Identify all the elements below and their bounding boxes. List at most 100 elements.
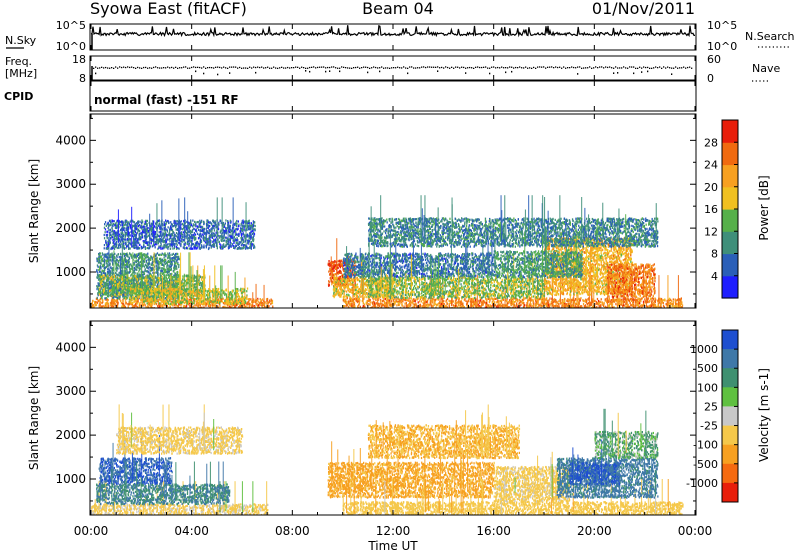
freq-point: [613, 68, 614, 69]
nave-point: [203, 73, 204, 75]
freq-point: [647, 67, 648, 68]
heatmap-cell: [140, 301, 141, 303]
heatmap-cell: [125, 261, 126, 263]
freq-point: [95, 67, 96, 68]
freq-point: [535, 68, 536, 69]
heatmap-cell: [156, 265, 157, 267]
freq-point: [285, 67, 286, 68]
freq-point: [687, 67, 688, 68]
heatmap-cell: [177, 259, 178, 261]
heatmap-cell: [97, 274, 98, 276]
heatmap-cell: [186, 279, 187, 281]
heatmap-cell: [125, 268, 126, 270]
heatmap-cell: [170, 260, 171, 262]
heatmap-cell: [108, 299, 109, 301]
freq-point: [533, 67, 534, 68]
freq-point: [581, 68, 582, 69]
freq-point: [517, 67, 518, 68]
freq-point: [499, 67, 500, 68]
heatmap-cell: [104, 306, 105, 308]
freq-point: [563, 66, 564, 67]
freq-point: [571, 66, 572, 67]
freq-point: [383, 68, 384, 69]
heatmap-cell: [110, 302, 111, 304]
heatmap-cell: [131, 257, 132, 259]
heatmap-cell: [250, 298, 251, 300]
heatmap-cell: [178, 258, 179, 260]
rti-plot-figure: Syowa East (fitACF) Beam 04 01/Nov/2011 …: [0, 0, 800, 554]
nave-point: [577, 73, 578, 75]
heatmap-cell: [105, 276, 106, 278]
heatmap-cell: [272, 306, 273, 308]
freq-point: [641, 68, 642, 69]
heatmap-cell: [261, 304, 262, 306]
heatmap-cell: [169, 252, 170, 254]
heatmap-cell: [110, 259, 111, 261]
nave-tick-top: 60: [707, 53, 721, 66]
freq-point: [233, 66, 234, 67]
freq-point: [437, 66, 438, 67]
heatmap-cell: [117, 297, 118, 299]
heatmap-cell: [116, 261, 117, 263]
heatmap-cell: [92, 300, 93, 302]
heatmap-cell: [175, 253, 176, 255]
freq-point: [141, 68, 142, 69]
heatmap-cell: [162, 267, 163, 269]
heatmap-cell: [104, 259, 105, 261]
freq-point: [261, 67, 262, 68]
freq-point: [387, 67, 388, 68]
heatmap-cell: [249, 303, 250, 305]
heatmap-cell: [171, 261, 172, 263]
heatmap-cell: [258, 301, 259, 303]
freq-point: [667, 67, 668, 68]
freq-point: [601, 66, 602, 67]
heatmap-cell: [239, 305, 240, 307]
freq-point: [625, 67, 626, 68]
freq-point: [143, 67, 144, 68]
freq-tick-bottom: 8: [79, 72, 86, 85]
heatmap-cell: [104, 266, 105, 268]
heatmap-cell: [106, 262, 107, 264]
freq-point: [225, 67, 226, 68]
freq-point: [573, 67, 574, 68]
freq-point: [495, 67, 496, 68]
freq-point: [255, 67, 256, 68]
freq-point: [419, 67, 420, 68]
freq-point: [305, 68, 306, 69]
freq-point: [105, 67, 106, 68]
nave-point: [229, 72, 230, 74]
freq-point: [555, 66, 556, 67]
heatmap-cell: [247, 303, 248, 305]
heatmap-cell: [166, 262, 167, 264]
heatmap-cell: [168, 269, 169, 271]
freq-point: [307, 68, 308, 69]
freq-point: [239, 67, 240, 68]
freq-point: [213, 67, 214, 68]
heatmap-cell: [160, 269, 161, 271]
freq-point: [637, 68, 638, 69]
nave-label: Nave: [752, 62, 780, 75]
nsky-label: N.Sky: [5, 34, 37, 47]
freq-point: [649, 68, 650, 69]
heatmap-cell: [99, 261, 100, 263]
freq-point: [607, 67, 608, 68]
freq-point: [197, 67, 198, 68]
freq-point: [441, 67, 442, 68]
freq-point: [405, 67, 406, 68]
heatmap-cell: [167, 264, 168, 266]
heatmap-cell: [97, 297, 98, 299]
freq-point: [157, 67, 158, 68]
heatmap-cell: [267, 301, 268, 303]
heatmap-cell: [124, 305, 125, 307]
freq-point: [585, 67, 586, 68]
freq-point: [129, 67, 130, 68]
heatmap-cell: [106, 266, 107, 268]
freq-point: [121, 67, 122, 68]
heatmap-cell: [136, 269, 137, 271]
heatmap-cell: [110, 255, 111, 257]
heatmap-cell: [110, 266, 111, 268]
heatmap-cell: [95, 301, 96, 303]
nave-point: [617, 72, 618, 74]
heatmap-cell: [136, 254, 137, 256]
heatmap-cell: [130, 270, 131, 272]
